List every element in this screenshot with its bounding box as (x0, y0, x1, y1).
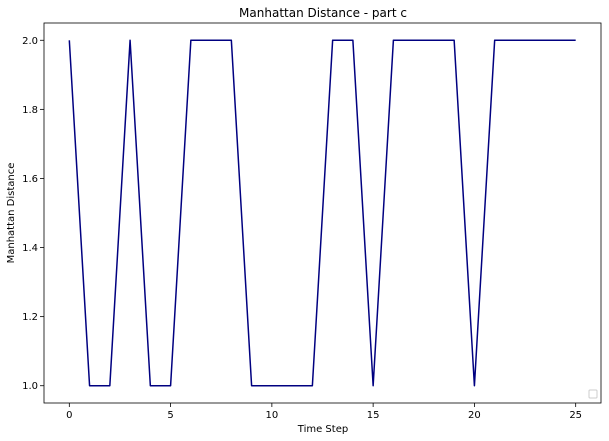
plot-area: 0 5 10 15 20 25 1.0 1.2 1.4 1.6 1.8 2.0 (22, 22, 602, 421)
x-tick-label: 20 (468, 410, 481, 421)
legend-box (588, 389, 598, 399)
y-axis-label: Manhattan Distance (6, 163, 17, 264)
plot-frame (43, 22, 602, 404)
x-tick-label: 0 (66, 410, 72, 421)
x-tick-label: 10 (265, 410, 278, 421)
x-tick-label: 15 (367, 410, 380, 421)
x-axis-label: Time Step (297, 424, 348, 435)
y-tick-label: 1.2 (22, 312, 38, 323)
y-tick-label: 1.0 (22, 381, 38, 392)
y-tick-label: 1.8 (22, 105, 38, 116)
x-tick-label: 5 (167, 410, 173, 421)
y-tick-label: 1.4 (22, 243, 38, 254)
y-tick-label: 2.0 (22, 36, 38, 47)
x-tick-label: 25 (569, 410, 582, 421)
series-line-0 (68, 39, 576, 387)
chart-title: Manhattan Distance - part c (239, 6, 407, 20)
y-tick-label: 1.6 (22, 174, 38, 185)
